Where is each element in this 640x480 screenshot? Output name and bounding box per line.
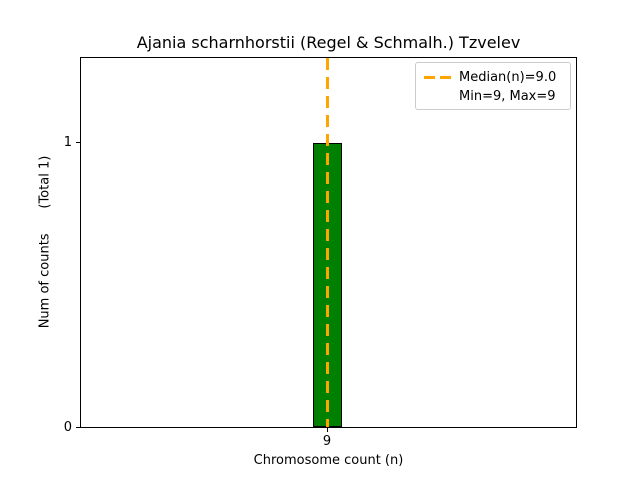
legend-label-minmax: Min=9, Max=9 xyxy=(459,88,556,104)
xtick-mark-9 xyxy=(327,428,328,432)
ytick-mark-0 xyxy=(76,427,80,428)
plot-area: Median(n)=9.0 Min=9, Max=9 xyxy=(80,57,577,428)
median-line xyxy=(326,58,329,427)
ytick-label-1: 1 xyxy=(63,135,72,150)
chart-title: Ajania scharnhorstii (Regel & Schmalh.) … xyxy=(136,33,521,52)
y-axis-label: Num of counts (Total 1) xyxy=(37,155,53,329)
ytick-mark-1 xyxy=(76,142,80,143)
x-axis-label: Chromosome count (n) xyxy=(253,453,404,468)
legend: Median(n)=9.0 Min=9, Max=9 xyxy=(415,62,571,110)
dashed-line-icon xyxy=(424,75,451,79)
legend-label-median: Median(n)=9.0 xyxy=(459,69,557,85)
ytick-label-0: 0 xyxy=(63,420,72,435)
xtick-label-9: 9 xyxy=(322,434,332,449)
legend-entry-minmax: Min=9, Max=9 xyxy=(424,87,562,105)
legend-entry-median: Median(n)=9.0 xyxy=(424,68,562,86)
empty-legend-sample xyxy=(424,95,451,98)
